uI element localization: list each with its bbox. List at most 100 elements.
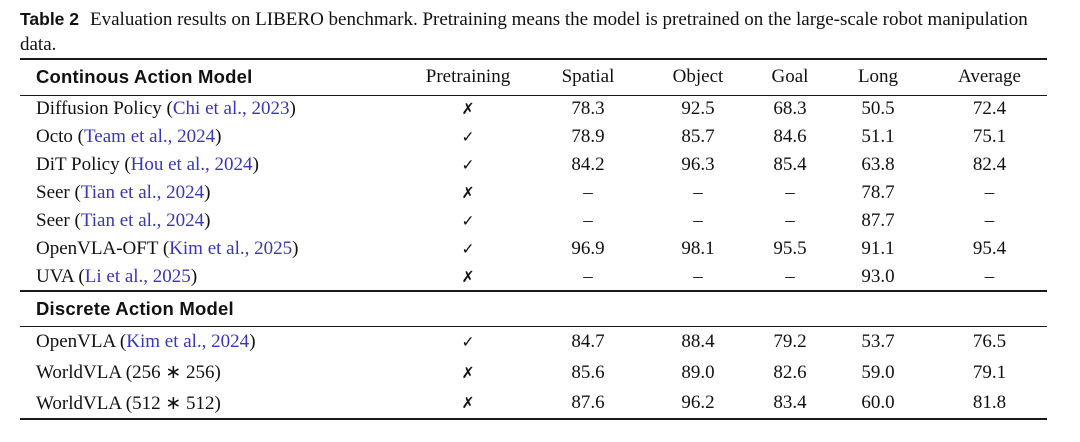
pretraining-cross-icon: ✗ <box>461 267 475 286</box>
object-value: 92.5 <box>681 98 715 120</box>
model-name-cell: Diffusion Policy (Chi et al., 2023) <box>36 98 296 120</box>
table-row: Octo (Team et al., 2024) ✓ 78.9 85.7 84.… <box>20 123 1047 151</box>
goal-value: – <box>785 210 795 231</box>
pretraining-check-icon: ✓ <box>461 128 475 146</box>
long-value: 93.0 <box>861 265 895 287</box>
spatial-value: 78.3 <box>571 98 605 120</box>
goal-value: – <box>785 265 795 287</box>
goal-value: 79.2 <box>773 330 807 352</box>
column-header-pretraining: Pretraining <box>425 66 511 88</box>
citation-link[interactable]: Hou et al., 2024 <box>130 154 253 175</box>
table-row: DiT Policy (Hou et al., 2024) ✓ 84.2 96.… <box>20 151 1047 179</box>
model-name-cell: UVA (Li et al., 2025) <box>36 265 198 287</box>
goal-value: – <box>785 182 795 203</box>
object-value: 88.4 <box>681 330 715 352</box>
column-header-goal: Goal <box>771 66 809 88</box>
table-caption-label: Table 2 <box>20 9 80 29</box>
results-table: Continous Action Model Pretraining Spati… <box>20 58 1047 420</box>
spatial-value: 84.2 <box>571 154 605 175</box>
spatial-value: – <box>583 210 593 231</box>
spatial-value: 78.9 <box>571 126 605 147</box>
column-header-object: Object <box>672 66 724 88</box>
long-value: 50.5 <box>861 98 895 120</box>
table-row: OpenVLA-OFT (Kim et al., 2025) ✓ 96.9 98… <box>20 235 1047 263</box>
long-value: 59.0 <box>861 361 895 383</box>
table-row: WorldVLA (256 ∗ 256) ✗ 85.6 89.0 82.6 59… <box>20 357 1047 388</box>
goal-value: 83.4 <box>773 392 807 413</box>
average-value: 75.1 <box>972 126 1007 147</box>
table-caption-text: Evaluation results on LIBERO benchmark. … <box>20 9 1028 55</box>
average-value: 72.4 <box>972 98 1007 120</box>
column-header-continous-action-model: Continous Action Model <box>36 66 253 88</box>
long-value: 51.1 <box>861 126 895 147</box>
object-value: 98.1 <box>681 238 715 259</box>
average-value: – <box>984 265 995 287</box>
table-header-row: Continous Action Model Pretraining Spati… <box>20 59 1047 95</box>
section-header-discrete-action-model: Discrete Action Model <box>20 291 1047 326</box>
citation-link[interactable]: Team et al., 2024 <box>84 126 216 147</box>
average-value: 79.1 <box>972 361 1007 383</box>
object-value: 89.0 <box>681 361 715 383</box>
spatial-value: 87.6 <box>571 392 605 413</box>
table-row: OpenVLA (Kim et al., 2024) ✓ 84.7 88.4 7… <box>20 326 1047 357</box>
long-value: 87.7 <box>861 210 895 231</box>
model-name-cell: WorldVLA (256 ∗ 256) <box>36 362 221 383</box>
long-value: 53.7 <box>861 330 895 352</box>
long-value: 63.8 <box>861 154 895 175</box>
goal-value: 82.6 <box>773 361 807 383</box>
spatial-value: 85.6 <box>571 361 605 383</box>
object-value: – <box>693 182 703 203</box>
object-value: 96.2 <box>681 392 715 413</box>
average-value: 95.4 <box>972 238 1007 259</box>
model-name-cell: OpenVLA (Kim et al., 2024) <box>36 330 256 352</box>
long-value: 78.7 <box>861 182 895 203</box>
spatial-value: – <box>583 182 593 203</box>
goal-value: 85.4 <box>773 154 807 175</box>
citation-link[interactable]: Kim et al., 2025 <box>169 238 293 259</box>
spatial-value: 84.7 <box>571 330 605 352</box>
model-name-cell: Seer (Tian et al., 2024) <box>36 182 211 203</box>
section-header-label: Discrete Action Model <box>36 297 234 319</box>
model-name-cell: DiT Policy (Hou et al., 2024) <box>36 154 259 175</box>
long-value: 91.1 <box>861 238 895 259</box>
pretraining-cross-icon: ✗ <box>461 100 475 119</box>
citation-link[interactable]: Chi et al., 2023 <box>172 98 290 120</box>
pretraining-check-icon: ✓ <box>461 240 475 258</box>
average-value: 81.8 <box>972 392 1007 413</box>
column-header-long: Long <box>857 66 899 88</box>
object-value: – <box>693 265 703 287</box>
goal-value: 84.6 <box>773 126 807 147</box>
average-value: 82.4 <box>972 154 1007 175</box>
pretraining-cross-icon: ✗ <box>461 394 475 412</box>
pretraining-cross-icon: ✗ <box>461 363 475 382</box>
citation-link[interactable]: Kim et al., 2024 <box>126 330 250 352</box>
average-value: – <box>984 210 995 231</box>
pretraining-check-icon: ✓ <box>461 212 475 230</box>
table-caption: Table 2 Evaluation results on LIBERO benc… <box>20 7 1060 57</box>
pretraining-check-icon: ✓ <box>461 156 475 174</box>
model-name-cell: Seer (Tian et al., 2024) <box>36 210 211 231</box>
object-value: 96.3 <box>681 154 715 175</box>
column-header-spatial: Spatial <box>561 66 615 88</box>
citation-link[interactable]: Tian et al., 2024 <box>80 210 205 231</box>
column-header-average: Average <box>958 66 1021 88</box>
pretraining-cross-icon: ✗ <box>461 184 475 202</box>
table-row: Seer (Tian et al., 2024) ✓ – – – 87.7 – <box>20 207 1047 235</box>
goal-value: 95.5 <box>773 238 807 259</box>
citation-link[interactable]: Li et al., 2025 <box>84 265 191 287</box>
citation-link[interactable]: Tian et al., 2024 <box>80 182 205 203</box>
goal-value: 68.3 <box>773 98 807 120</box>
table-row: Seer (Tian et al., 2024) ✗ – – – 78.7 – <box>20 179 1047 207</box>
table-row: Diffusion Policy (Chi et al., 2023) ✗ 78… <box>20 95 1047 123</box>
average-value: – <box>984 182 995 203</box>
spatial-value: 96.9 <box>571 238 605 259</box>
model-name-cell: OpenVLA-OFT (Kim et al., 2025) <box>36 238 299 259</box>
spatial-value: – <box>583 265 593 287</box>
long-value: 60.0 <box>861 392 895 413</box>
average-value: 76.5 <box>972 330 1007 352</box>
table-row: UVA (Li et al., 2025) ✗ – – – 93.0 – <box>20 263 1047 291</box>
pretraining-check-icon: ✓ <box>461 332 475 351</box>
model-name-cell: WorldVLA (512 ∗ 512) <box>36 392 221 414</box>
table-row: WorldVLA (512 ∗ 512) ✗ 87.6 96.2 83.4 60… <box>20 388 1047 419</box>
